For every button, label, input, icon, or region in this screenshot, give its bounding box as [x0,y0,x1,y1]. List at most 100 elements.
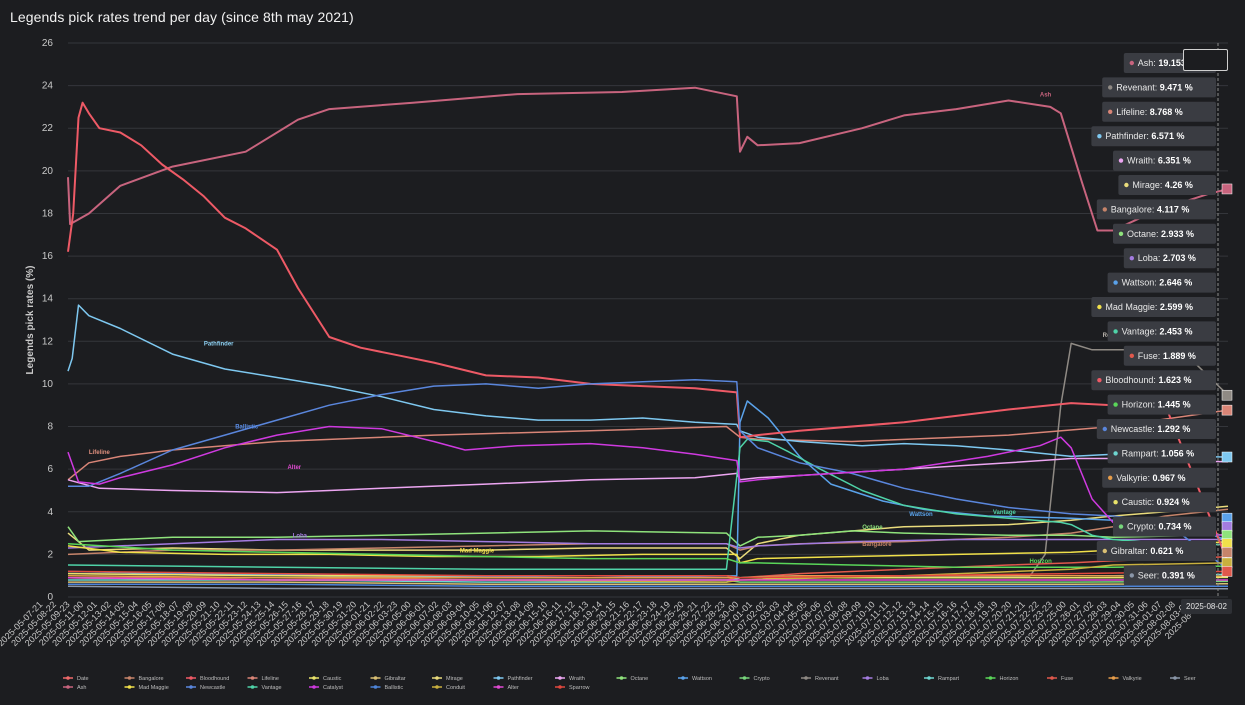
series-line-mad-maggie[interactable] [67,540,1229,564]
legend-item-gibraltar[interactable]: Gibraltar [370,676,406,682]
legend-item-crypto[interactable]: Crypto [739,676,770,682]
reset-zoom-button[interactable] [1183,49,1228,71]
tooltip-box [1107,272,1216,293]
legend-marker [373,676,378,680]
legend-item-mirage[interactable]: Mirage [432,676,463,682]
tooltip-value: 2.933 % [1161,229,1194,239]
legend-marker [66,676,70,680]
y-tick-label: 10 [42,379,54,390]
legend-item-caustic[interactable]: Caustic [309,676,342,682]
tooltip-marker [1097,134,1102,139]
series-line-sparrow[interactable] [67,570,1229,579]
series-line-pathfinder[interactable] [67,304,1229,458]
legend-item-wraith[interactable]: Wraith [555,676,585,682]
series-line-bangalore[interactable] [67,508,1229,556]
legend-item-newcastle[interactable]: Newcastle [186,685,225,691]
series-line-seer[interactable] [67,585,1229,590]
series-line-ballistic[interactable] [68,583,1228,588]
tooltip-value: 2.599 % [1160,302,1193,312]
tooltip-marker [1108,85,1113,90]
series-line-loba[interactable] [67,538,1228,549]
legend-label: Loba [877,676,890,682]
tooltip-marker [1097,378,1102,383]
tooltip-text: Bangalore: 4.117 % [1111,204,1190,214]
x-axis-ticks: 2025-05-07-212025-05-08-222025-05-09-232… [0,599,1204,648]
legend-item-horizon[interactable]: Horizon [985,676,1019,682]
legend-label: Conduit [446,685,465,691]
tooltip-row-lifeline: Lifeline: 8.768 % [1102,101,1216,122]
series-line-vantage[interactable] [67,438,1229,571]
series-line-horizon[interactable] [67,542,1229,568]
legend-item-wattson[interactable]: Wattson [678,676,712,682]
legend-item-seer[interactable]: Seer [1170,676,1196,682]
legend-item-date[interactable]: Date [63,676,89,682]
tooltip-value: 0.924 % [1157,497,1190,507]
legend-marker [435,685,439,689]
series-end-marker [1221,451,1233,463]
series-line-octane[interactable] [67,526,1229,547]
legend-item-alter[interactable]: Alter [493,685,519,691]
tooltip-row-caustic: Caustic: 0.924 % [1107,492,1216,513]
tooltip-box [1096,199,1216,220]
tooltip-box [1113,516,1216,537]
tooltip-value: 1.292 % [1157,424,1190,434]
tooltip-value: 2.646 % [1159,278,1192,288]
tooltip-text: Horizon: 1.445 % [1122,400,1191,410]
legend: Date Bangalore Bloodhound Lifeline Caustic Gi… [63,676,1196,691]
legend-item-ash[interactable]: Ash [63,685,86,691]
tooltip-value: 6.351 % [1158,156,1191,166]
legend-marker [496,676,501,680]
y-tick-label: 8 [47,422,53,433]
legend-marker [619,676,624,680]
tooltip-box [1096,419,1216,439]
legend-item-rampart[interactable]: Rampart [924,676,960,682]
series-line-alter[interactable] [67,577,1228,581]
tooltip-row-mad-maggie: Mad Maggie: 2.599 % [1091,297,1216,317]
y-axis-label: Legends pick rates (%) [25,266,36,375]
legend-item-ballistic[interactable]: Ballistic [370,685,404,691]
tooltip-row-loba: Loba: 2.703 % [1123,248,1216,269]
series-line-revenant[interactable] [67,342,1229,579]
tooltip-text: Seer: 0.391 % [1138,570,1195,580]
tooltip-marker [1124,182,1129,188]
tooltip-box [1102,77,1216,98]
legend-item-vantage[interactable]: Vantage [247,685,282,691]
legend-marker [250,676,255,680]
legend-item-octane[interactable]: Octane [616,676,649,682]
hover-tooltip: Ash: 19.153 % Revenant: 9.471 % Lifeline: … [1091,43,1233,597]
tooltip-box [1102,467,1216,488]
legend-item-fuse[interactable]: Fuse [1047,676,1073,682]
tooltip-text: Bloodhound: 1.623 % [1105,375,1191,385]
tooltip-marker [1113,329,1118,334]
series-line-lifeline[interactable] [67,409,1229,481]
series-line-newcastle[interactable] [68,378,1229,571]
series-line-gibraltar[interactable] [68,581,1229,585]
legend-item-valkyrie[interactable]: Valkyrie [1108,676,1142,682]
tooltip-marker [1102,548,1108,554]
y-tick-label: 0 [47,592,53,603]
tooltip-value: 1.056 % [1161,448,1194,458]
legend-item-bangalore[interactable]: Bangalore [124,676,164,682]
legend-item-revenant[interactable]: Revenant [801,676,839,682]
tooltip-marker [1113,402,1118,407]
series-line-ash[interactable] [67,86,1229,232]
legend-item-pathfinder[interactable]: Pathfinder [493,676,533,682]
series-line-catalyst[interactable] [67,425,1229,536]
legend-item-loba[interactable]: Loba [862,676,890,682]
legend-item-conduit[interactable]: Conduit [432,685,465,691]
legend-item-lifeline[interactable]: Lifeline [247,676,279,682]
legend-item-catalyst[interactable]: Catalyst [309,685,343,691]
tooltip-value: 8.768 % [1150,107,1183,117]
tooltip-row-rampart: Rampart: 1.056 % [1107,443,1216,464]
tooltip-box [1091,126,1216,147]
tooltip-text: Vantage: 2.453 % [1122,326,1193,336]
tooltip-text: Revenant: 9.471 % [1116,82,1193,92]
legend-item-sparrow[interactable]: Sparrow [555,685,590,691]
legend-item-bloodhound[interactable]: Bloodhound [186,676,229,682]
tooltip-row-gibraltar: Gibraltar: 0.621 % [1096,541,1216,561]
series-line-bloodhound[interactable] [67,101,1229,563]
tooltip-row-octane: Octane: 2.933 % [1113,223,1216,244]
legend-item-mad-maggie[interactable]: Mad Maggie [124,685,169,691]
tooltip-text: Mad Maggie: 2.599 % [1105,302,1193,312]
tooltip-box [1107,321,1216,342]
